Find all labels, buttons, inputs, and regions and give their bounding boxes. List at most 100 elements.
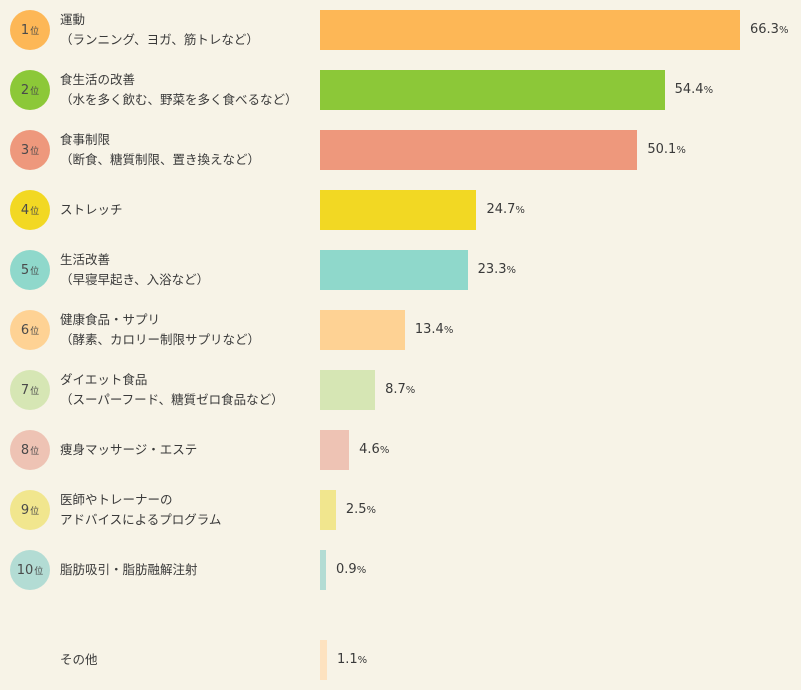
rank-unit: 位 (30, 386, 40, 397)
category-label: 痩身マッサージ・エステ (60, 430, 312, 470)
value-unit: % (405, 385, 416, 396)
category-label: 脂肪吸引・脂肪融解注射 (60, 550, 312, 590)
rank-unit: 位 (30, 146, 40, 157)
rank-unit: 位 (30, 326, 40, 337)
value-number: 54.4 (674, 82, 704, 97)
rank-number: 7 (20, 382, 30, 398)
bar (320, 130, 638, 170)
category-label-line1: ストレッチ (60, 202, 123, 217)
bar (320, 10, 740, 50)
category-label: ストレッチ (60, 190, 312, 230)
category-label-line2: （早寝早起き、入浴など） (60, 272, 210, 287)
category-label: ダイエット食品 （スーパーフード、糖質ゼロ食品など） (60, 370, 312, 410)
category-label-line1: 痩身マッサージ・エステ (60, 442, 198, 457)
category-label: その他 (60, 640, 312, 680)
rank-row-8: 8 位 痩身マッサージ・エステ 4.6% (0, 430, 801, 470)
value-unit: % (506, 265, 517, 276)
rank-unit: 位 (30, 26, 40, 37)
category-label-line1: 脂肪吸引・脂肪融解注射 (60, 562, 198, 577)
value-label: 23.3% (478, 250, 516, 290)
value-label: 8.7% (385, 370, 415, 410)
rank-row-10: 10 位脂肪吸引・脂肪融解注射 0.9% (0, 550, 801, 590)
rank-unit: 位 (34, 566, 44, 577)
rank-unit: 位 (30, 446, 40, 457)
bar (320, 310, 405, 350)
value-label: 1.1% (337, 640, 367, 680)
category-label-line2: （スーパーフード、糖質ゼロ食品など） (60, 392, 284, 407)
rank-unit: 位 (30, 86, 40, 97)
value-unit: % (379, 445, 390, 456)
rank-unit: 位 (30, 266, 40, 277)
rank-row-3: 3 位 食事制限 （断食、糖質制限、置き換えなど） 50.1% (0, 130, 801, 170)
category-label: 食生活の改善 （水を多く飲む、野菜を多く食べるなど） (60, 70, 312, 110)
category-label-line1: 食事制限 (60, 132, 111, 147)
category-label-line1: ダイエット食品 (60, 372, 148, 387)
value-unit: % (443, 325, 454, 336)
category-label: 医師やトレーナーのアドバイスによるプログラム (60, 490, 312, 530)
rank-number: 1 (20, 22, 30, 38)
bar (320, 370, 376, 410)
rank-number: 10 (16, 562, 34, 578)
bar (320, 550, 326, 590)
rank-number: 2 (20, 82, 30, 98)
value-label: 24.7% (486, 190, 524, 230)
rank-row-7: 7 位 ダイエット食品 （スーパーフード、糖質ゼロ食品など） 8.7% (0, 370, 801, 410)
rank-row-other: その他 1.1% (0, 640, 801, 680)
category-label: 食事制限 （断食、糖質制限、置き換えなど） (60, 130, 312, 170)
category-label-line2: （酵素、カロリー制限サプリなど） (60, 332, 261, 347)
value-number: 1.1 (336, 652, 358, 667)
value-number: 66.3 (750, 22, 779, 37)
rank-row-2: 2 位食生活の改善 （水を多く飲む、野菜を多く食べるなど） 54.4% (0, 70, 801, 110)
value-number: 2.5 (345, 502, 367, 517)
value-unit: % (676, 145, 686, 156)
value-unit: % (703, 85, 714, 96)
rank-badge: 10 位 (10, 550, 50, 590)
rank-number: 5 (20, 262, 30, 278)
value-number: 8.7 (385, 382, 406, 397)
value-unit: % (356, 565, 367, 576)
rank-number: 9 (20, 502, 30, 518)
category-label-line2: （ランニング、ヨガ、筋トレなど） (60, 32, 259, 47)
category-label-line2: （水を多く飲む、野菜を多く食べるなど） (60, 92, 298, 107)
value-number: 50.1 (647, 142, 677, 157)
rank-row-9: 9 位医師やトレーナーの アドバイスによるプログラム 2.5% (0, 490, 801, 530)
rank-number: 3 (20, 142, 30, 158)
bar (320, 490, 336, 530)
value-label: 0.9% (336, 550, 366, 590)
bar (320, 250, 468, 290)
category-label-line1: 医師やトレーナーの (60, 492, 173, 507)
value-unit: % (366, 505, 377, 516)
rank-unit: 位 (30, 506, 40, 517)
rank-row-5: 5 位生活改善 （早寝早起き、入浴など） 23.3% (0, 250, 801, 290)
bar (320, 640, 327, 680)
category-label-line1: 健康食品・サプリ (60, 312, 161, 327)
bar (320, 430, 350, 470)
category-label-line1: その他 (60, 652, 98, 667)
value-number: 4.6 (359, 442, 380, 457)
value-number: 0.9 (336, 562, 357, 577)
value-unit: % (357, 655, 368, 666)
value-label: 13.4% (415, 310, 453, 350)
value-number: 13.4 (414, 322, 444, 337)
category-label-line1: 運動 (60, 12, 86, 27)
category-label-line1: 生活改善 (60, 252, 111, 267)
rank-row-6: 6 位健康食品・サプリ （酵素、カロリー制限サプリなど） 13.4% (0, 310, 801, 350)
rank-number: 6 (20, 322, 30, 338)
value-number: 23.3 (477, 262, 507, 277)
category-label-line2: アドバイスによるプログラム (60, 512, 222, 527)
category-label-line1: 食生活の改善 (60, 72, 136, 87)
value-label: 50.1% (647, 130, 685, 170)
rank-unit: 位 (30, 206, 40, 217)
rank-number: 8 (20, 442, 30, 458)
value-label: 66.3% (750, 10, 788, 50)
category-label: 生活改善 （早寝早起き、入浴など） (60, 250, 312, 290)
rank-row-4: 4 位ストレッチ 24.7% (0, 190, 801, 230)
value-unit: % (778, 25, 789, 36)
